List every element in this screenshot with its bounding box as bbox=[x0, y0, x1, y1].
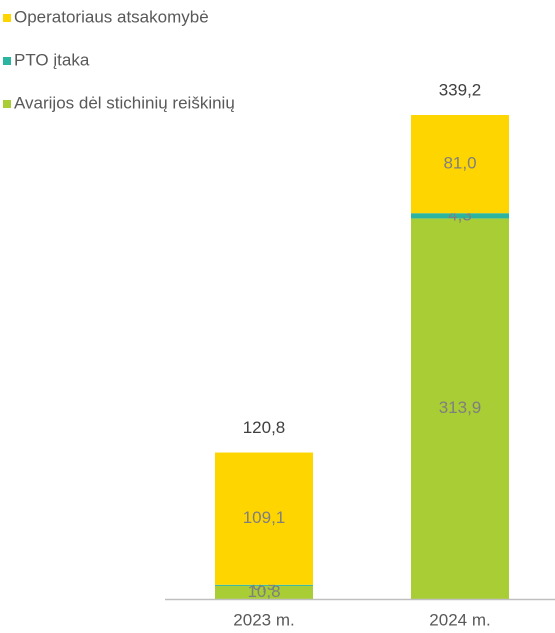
x-tick-label: 2024 m. bbox=[429, 610, 490, 629]
bar-segment bbox=[215, 584, 313, 586]
total-label: 120,8 bbox=[243, 418, 286, 437]
value-label: 81,0 bbox=[443, 154, 476, 173]
bar-segment bbox=[411, 115, 509, 214]
value-label: 109,1 bbox=[243, 508, 286, 527]
bar-segment bbox=[411, 213, 509, 219]
value-label: 313,9 bbox=[439, 398, 482, 417]
legend-label: Avarijos dėl stichinių reiškinių bbox=[14, 93, 235, 112]
legend-swatch bbox=[3, 100, 11, 108]
total-label: 339,2 bbox=[439, 80, 482, 99]
legend-swatch bbox=[3, 14, 11, 22]
legend-label: PTO įtaka bbox=[14, 50, 90, 69]
x-tick-label: 2023 m. bbox=[233, 610, 294, 629]
bar-segment bbox=[411, 218, 509, 599]
legend-label: Operatoriaus atsakomybė bbox=[14, 7, 209, 26]
value-label: 10,8 bbox=[247, 582, 280, 601]
bar-segment bbox=[215, 585, 313, 599]
legend-swatch bbox=[3, 57, 11, 65]
bar-segment bbox=[215, 452, 313, 585]
